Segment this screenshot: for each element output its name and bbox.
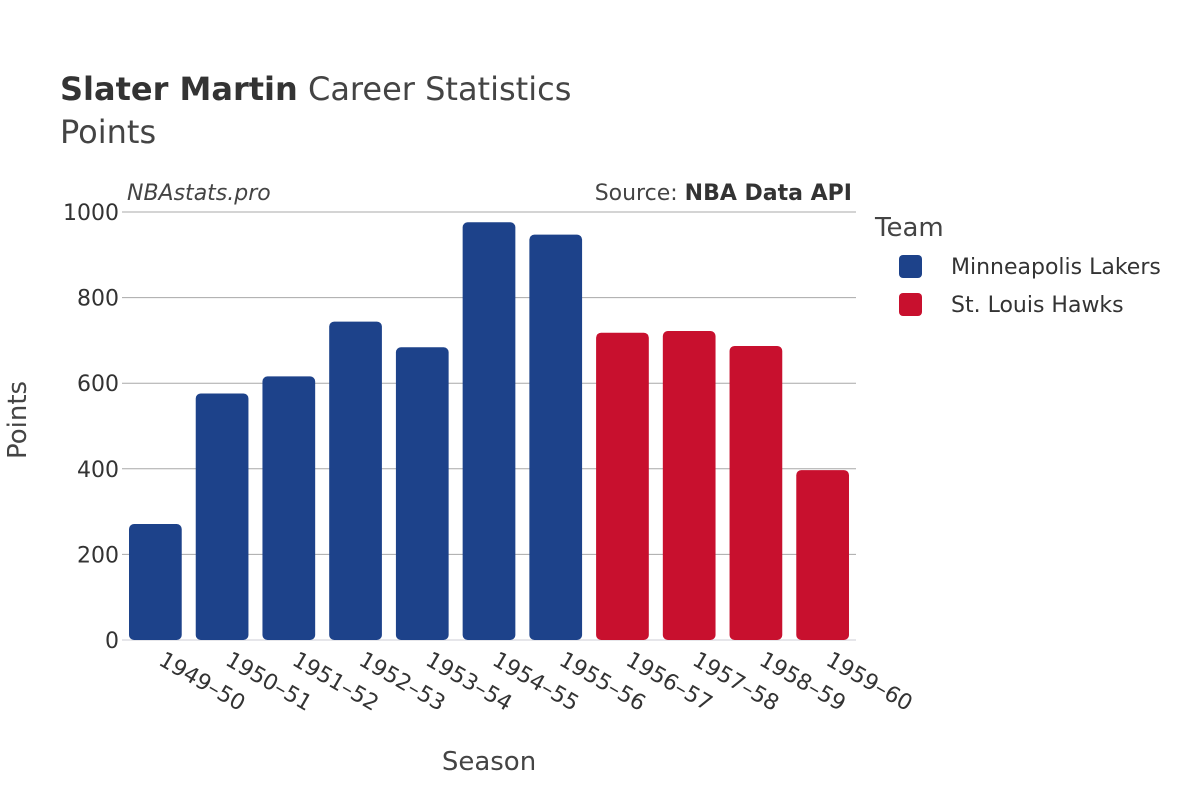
- y-tick-label: 600: [77, 372, 119, 397]
- chart-title-rest: Career Statistics: [298, 70, 572, 108]
- y-axis-title: Points: [3, 381, 33, 459]
- bar-1957–58[interactable]: [662, 330, 716, 640]
- bar-1956–57[interactable]: [596, 332, 649, 640]
- y-tick-label: 800: [77, 287, 119, 312]
- legend-item[interactable]: Minneapolis Lakers: [951, 255, 1161, 280]
- chart-title-player: Slater Martin: [60, 70, 298, 108]
- legend-item[interactable]: St. Louis Hawks: [951, 293, 1124, 318]
- bar-1959–60[interactable]: [796, 470, 849, 640]
- y-tick-label: 0: [105, 629, 119, 654]
- bars: [129, 222, 849, 640]
- chart-title: Slater Martin Career Statistics: [60, 70, 571, 108]
- y-tick-label: 200: [77, 543, 119, 568]
- source-label: Source:: [595, 181, 685, 206]
- x-axis-title: Season: [442, 747, 536, 777]
- watermark-text: NBAstats.pro: [127, 181, 271, 206]
- bar-1954–55[interactable]: [462, 222, 516, 640]
- bar-1953–54[interactable]: [395, 347, 449, 640]
- legend-title: Team: [874, 213, 944, 243]
- bar-1949–50[interactable]: [129, 524, 182, 640]
- y-tick-label: 400: [77, 458, 119, 483]
- bar-1952–53[interactable]: [329, 321, 382, 640]
- chart-subtitle: Points: [60, 113, 156, 151]
- legend-swatch: [899, 255, 922, 278]
- source-text: Source: NBA Data API: [595, 181, 852, 206]
- y-axis-ticks: 0 200 400 600 800 1000: [63, 201, 119, 654]
- bar-1951–52[interactable]: [262, 376, 316, 640]
- y-tick-label: 1000: [63, 201, 119, 226]
- bar-1958–59[interactable]: [729, 345, 783, 640]
- x-axis-ticks: 1949–501950–511951–521952–531953–541954–…: [154, 648, 916, 717]
- source-name: NBA Data API: [685, 181, 852, 206]
- bar-1950–51[interactable]: [195, 393, 249, 640]
- legend-swatch: [899, 293, 922, 316]
- legend: Minneapolis Lakers St. Louis Hawks: [899, 255, 1161, 318]
- bar-1955–56[interactable]: [529, 234, 583, 640]
